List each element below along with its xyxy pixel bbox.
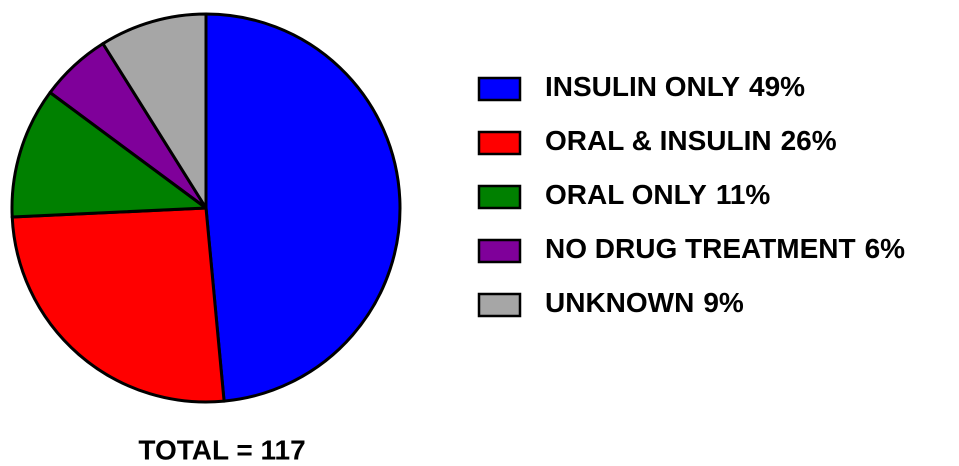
pie-slice: [10, 91, 208, 219]
legend-label: ORAL ONLY 11%: [545, 179, 770, 210]
pie-slice: [10, 206, 226, 404]
legend-value: 11%: [716, 179, 771, 210]
legend-label: INSULIN ONLY 49%: [545, 71, 805, 102]
legend-swatch: [477, 238, 522, 264]
legend-value: 49%: [749, 71, 805, 102]
legend-label: NO DRUG TREATMENT 6%: [545, 233, 905, 264]
legend-swatch: [477, 292, 522, 318]
legend-swatch: [477, 184, 522, 210]
legend-swatch: [477, 76, 522, 102]
annotation: TOTAL = 117: [138, 434, 305, 465]
pie-slice: [101, 12, 208, 210]
legend-category: NO DRUG TREATMENT: [545, 233, 856, 264]
legend-label: UNKNOWN 9%: [545, 287, 744, 318]
legend-swatch: [477, 130, 522, 156]
pie-slice: [204, 12, 402, 403]
legend-category: ORAL & INSULIN: [545, 125, 772, 156]
legend-label: ORAL & INSULIN 26%: [545, 125, 837, 156]
legend-value: 26%: [781, 125, 837, 156]
legend-category: INSULIN ONLY: [545, 71, 740, 102]
legend-value: 9%: [703, 287, 744, 318]
legend-category: ORAL ONLY: [545, 179, 707, 210]
legend-category: UNKNOWN: [545, 287, 694, 318]
legend-value: 6%: [865, 233, 906, 264]
